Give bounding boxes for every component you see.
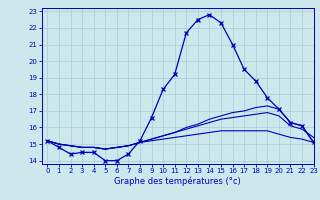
X-axis label: Graphe des températures (°c): Graphe des températures (°c) bbox=[114, 177, 241, 186]
